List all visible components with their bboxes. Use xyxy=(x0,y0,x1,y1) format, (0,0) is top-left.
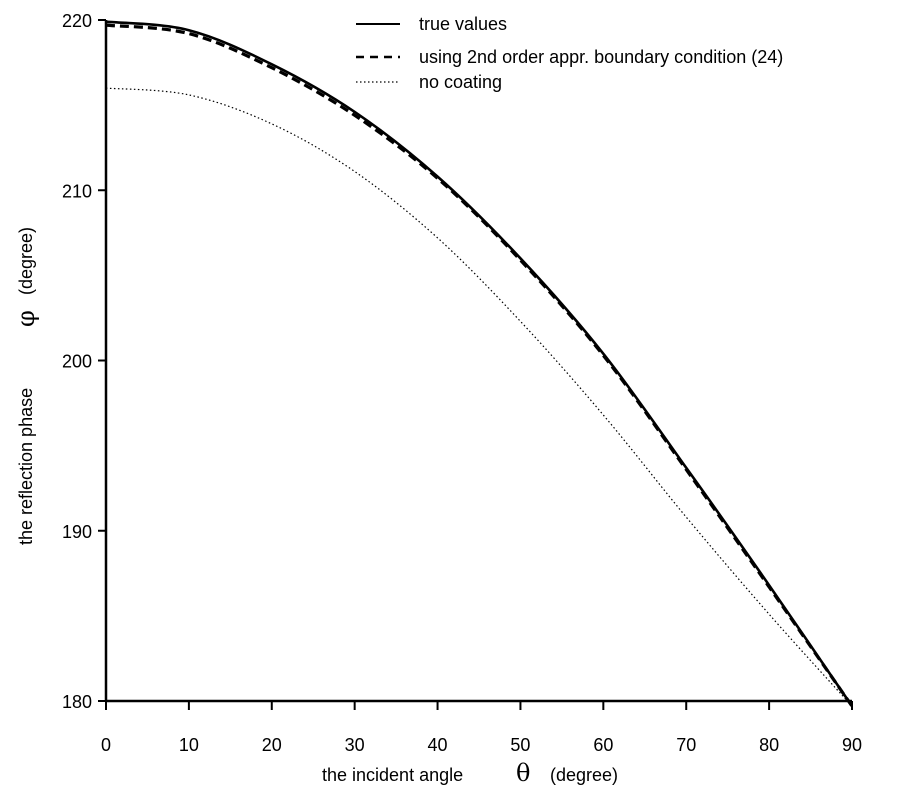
x-tick-label: 70 xyxy=(676,735,696,755)
x-axis-unit: (degree) xyxy=(550,765,618,785)
x-tick-label: 30 xyxy=(345,735,365,755)
series-no-coating xyxy=(105,87,853,707)
legend-label: true values xyxy=(419,14,507,34)
x-tick-label: 40 xyxy=(428,735,448,755)
y-tick-label: 190 xyxy=(62,522,92,542)
series-true-values xyxy=(105,20,854,707)
y-axis-unit: (degree) xyxy=(16,227,36,295)
legend: true values using 2nd order appr. boundar… xyxy=(356,14,783,92)
y-tick-label: 220 xyxy=(62,11,92,31)
y-tick-label: 210 xyxy=(62,181,92,201)
y-axis-label: the reflection phase xyxy=(16,388,36,545)
x-tick-label: 10 xyxy=(179,735,199,755)
x-axis-symbol: θ xyxy=(516,759,530,787)
x-tick-label: 80 xyxy=(759,735,779,755)
legend-label: using 2nd order appr. boundary condition… xyxy=(419,47,783,67)
y-tick-label: 200 xyxy=(62,352,92,372)
x-ticks: 0 10 20 30 40 50 60 70 80 90 xyxy=(101,701,862,755)
x-axis-label: the incident angle xyxy=(322,765,463,785)
legend-label: no coating xyxy=(419,72,502,92)
x-tick-label: 20 xyxy=(262,735,282,755)
x-tick-label: 0 xyxy=(101,735,111,755)
series xyxy=(105,20,854,708)
y-ticks: 180 190 200 210 220 xyxy=(62,11,106,712)
x-tick-label: 50 xyxy=(510,735,530,755)
y-axis-symbol: φ xyxy=(12,310,40,327)
y-tick-label: 180 xyxy=(62,692,92,712)
axes xyxy=(104,20,852,703)
series-2nd-order-approx xyxy=(105,23,854,708)
x-tick-label: 60 xyxy=(593,735,613,755)
x-tick-label: 90 xyxy=(842,735,862,755)
